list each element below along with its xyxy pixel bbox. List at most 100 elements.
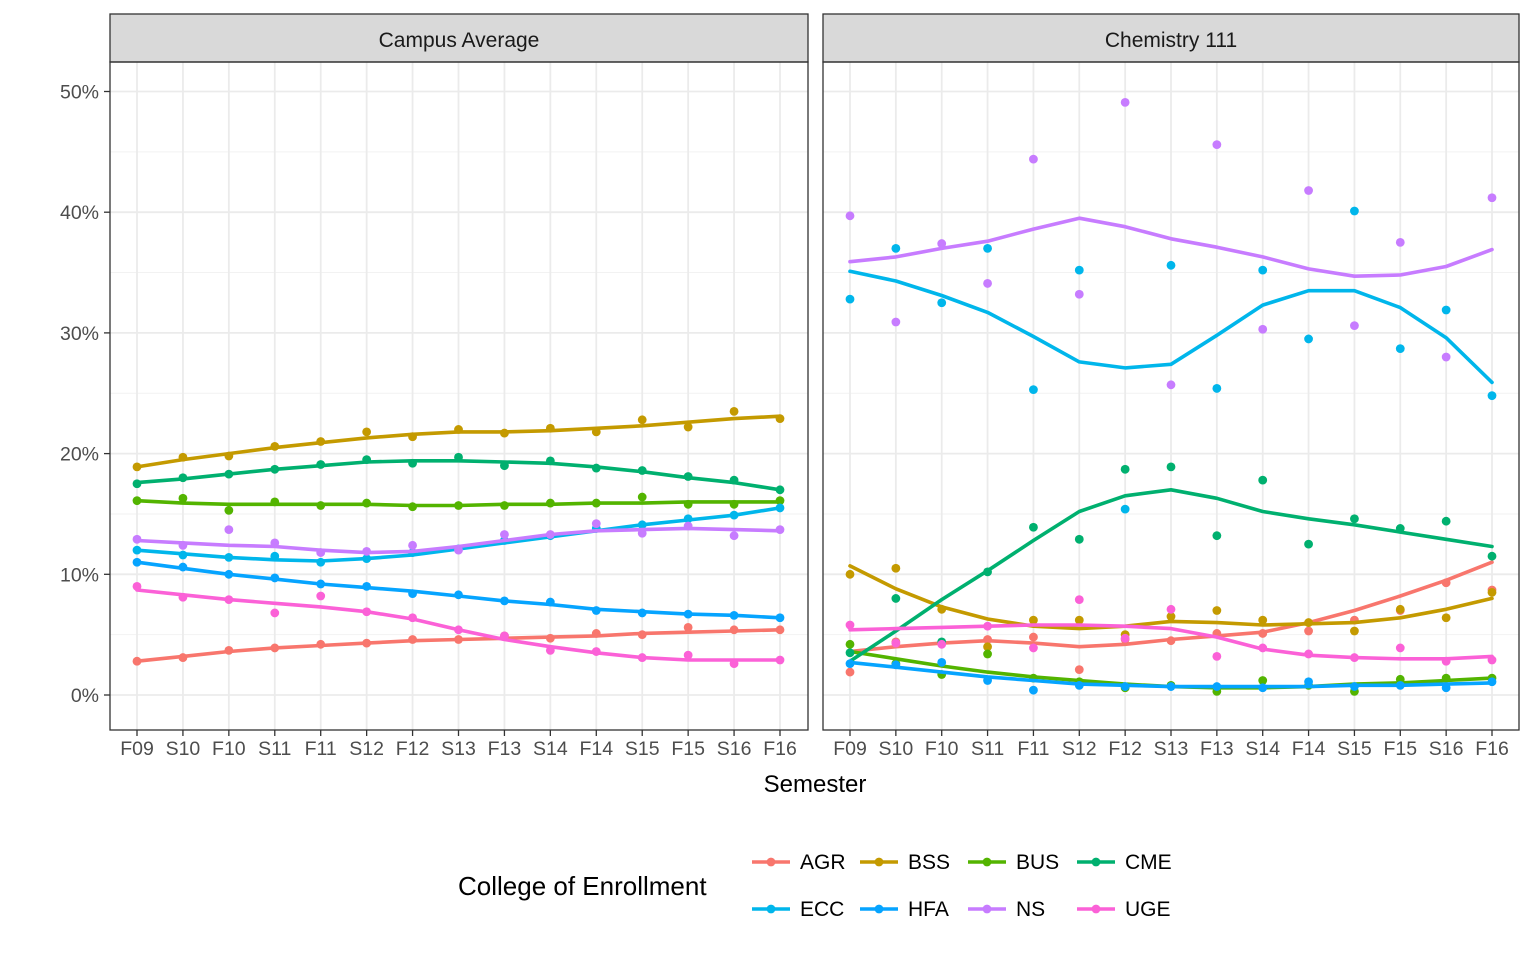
series-uge bbox=[132, 581, 785, 669]
data-point bbox=[937, 298, 947, 308]
data-point bbox=[1212, 140, 1222, 150]
legend-label: BSS bbox=[908, 851, 950, 874]
data-point bbox=[132, 656, 142, 666]
data-point bbox=[1166, 260, 1176, 270]
data-point bbox=[1487, 588, 1497, 597]
data-point bbox=[729, 659, 739, 669]
data-point bbox=[316, 501, 326, 510]
data-point bbox=[1120, 97, 1130, 107]
x-tick-label: F12 bbox=[396, 738, 430, 760]
x-tick-label: S12 bbox=[349, 738, 384, 760]
data-point bbox=[591, 629, 601, 638]
data-point bbox=[224, 505, 234, 515]
data-point bbox=[1166, 604, 1176, 614]
data-point bbox=[316, 579, 326, 589]
data-point bbox=[224, 469, 234, 479]
series-hfa bbox=[132, 557, 785, 623]
data-point bbox=[1029, 685, 1038, 695]
data-point bbox=[729, 531, 739, 541]
legend-label: BUS bbox=[1016, 851, 1059, 874]
data-point bbox=[454, 635, 463, 644]
data-point bbox=[845, 639, 855, 649]
data-point bbox=[729, 499, 739, 509]
data-point bbox=[845, 569, 855, 579]
x-axis-ticks: F09 S10 F10 S11 F11 S12 F12 S13 F13 S14 F14 S15 F15 S… bbox=[120, 730, 797, 760]
data-point bbox=[1166, 612, 1176, 621]
legend-item-ns: NS bbox=[968, 898, 1045, 921]
data-point bbox=[775, 525, 785, 535]
y-tick-label: 30% bbox=[60, 323, 99, 345]
data-point bbox=[545, 423, 555, 433]
data-point bbox=[1304, 186, 1313, 195]
y-tick-label: 40% bbox=[60, 202, 99, 224]
data-point bbox=[637, 528, 647, 538]
data-point bbox=[1029, 632, 1038, 642]
data-point bbox=[1029, 643, 1038, 653]
data-point bbox=[408, 635, 417, 644]
data-point bbox=[178, 562, 188, 572]
data-point bbox=[1258, 475, 1268, 485]
smooth-line-bss bbox=[848, 564, 1494, 631]
data-point bbox=[270, 497, 280, 507]
data-point bbox=[1166, 380, 1176, 390]
data-point bbox=[224, 569, 234, 579]
y-tick-label: 20% bbox=[60, 444, 99, 466]
data-point bbox=[1304, 677, 1313, 687]
data-point bbox=[1395, 344, 1405, 353]
data-point bbox=[1350, 653, 1359, 662]
data-point bbox=[316, 639, 326, 649]
panel-title: Chemistry 111 bbox=[1105, 29, 1237, 52]
data-point bbox=[454, 425, 463, 434]
data-point bbox=[845, 211, 855, 221]
series-uge bbox=[845, 595, 1497, 666]
data-point bbox=[408, 458, 417, 468]
data-point bbox=[1395, 643, 1405, 653]
y-tick-label: 0% bbox=[71, 685, 99, 707]
data-point bbox=[1212, 531, 1222, 541]
x-tick-label: S10 bbox=[166, 738, 201, 760]
data-point bbox=[316, 548, 326, 557]
data-point bbox=[683, 521, 693, 531]
data-point bbox=[891, 638, 901, 648]
y-axis: 0% 10% 20% 30% 40% 50% bbox=[60, 82, 110, 707]
data-point bbox=[500, 461, 509, 471]
data-point bbox=[1350, 626, 1359, 636]
data-point bbox=[845, 620, 855, 630]
data-point bbox=[983, 649, 992, 659]
data-point bbox=[683, 514, 693, 524]
data-point bbox=[545, 530, 555, 539]
data-point bbox=[1441, 613, 1451, 623]
x-tick-label: S15 bbox=[1337, 738, 1372, 760]
panel-chemistry-111: Chemistry 111 F09 S10 F10 S11 F11 S12 F12 S13 F13… bbox=[822, 13, 1520, 760]
series-hfa bbox=[845, 658, 1497, 695]
data-point bbox=[1487, 655, 1497, 665]
data-point bbox=[1212, 651, 1222, 661]
data-point bbox=[1258, 643, 1268, 653]
x-tick-label: S16 bbox=[1429, 738, 1464, 760]
legend-title: College of Enrollment bbox=[458, 871, 707, 901]
data-point bbox=[1350, 321, 1359, 331]
data-point bbox=[891, 317, 901, 327]
legend-key-point bbox=[874, 857, 884, 867]
data-point bbox=[729, 610, 739, 620]
data-point bbox=[362, 455, 372, 465]
data-point bbox=[729, 406, 739, 416]
data-point bbox=[408, 432, 417, 442]
data-point bbox=[316, 437, 326, 446]
data-point bbox=[983, 244, 992, 253]
data-point bbox=[408, 589, 417, 599]
data-point bbox=[683, 499, 693, 509]
data-point bbox=[683, 650, 693, 660]
data-point bbox=[1487, 391, 1497, 401]
data-point bbox=[362, 638, 372, 648]
data-point bbox=[937, 604, 947, 614]
legend-label: NS bbox=[1016, 898, 1045, 921]
data-point bbox=[1029, 154, 1038, 164]
data-point bbox=[637, 520, 647, 530]
data-point bbox=[1120, 682, 1130, 691]
data-point bbox=[1395, 237, 1405, 247]
data-point bbox=[1395, 524, 1405, 533]
x-tick-label: S10 bbox=[879, 738, 914, 760]
x-tick-label: F11 bbox=[305, 738, 337, 760]
